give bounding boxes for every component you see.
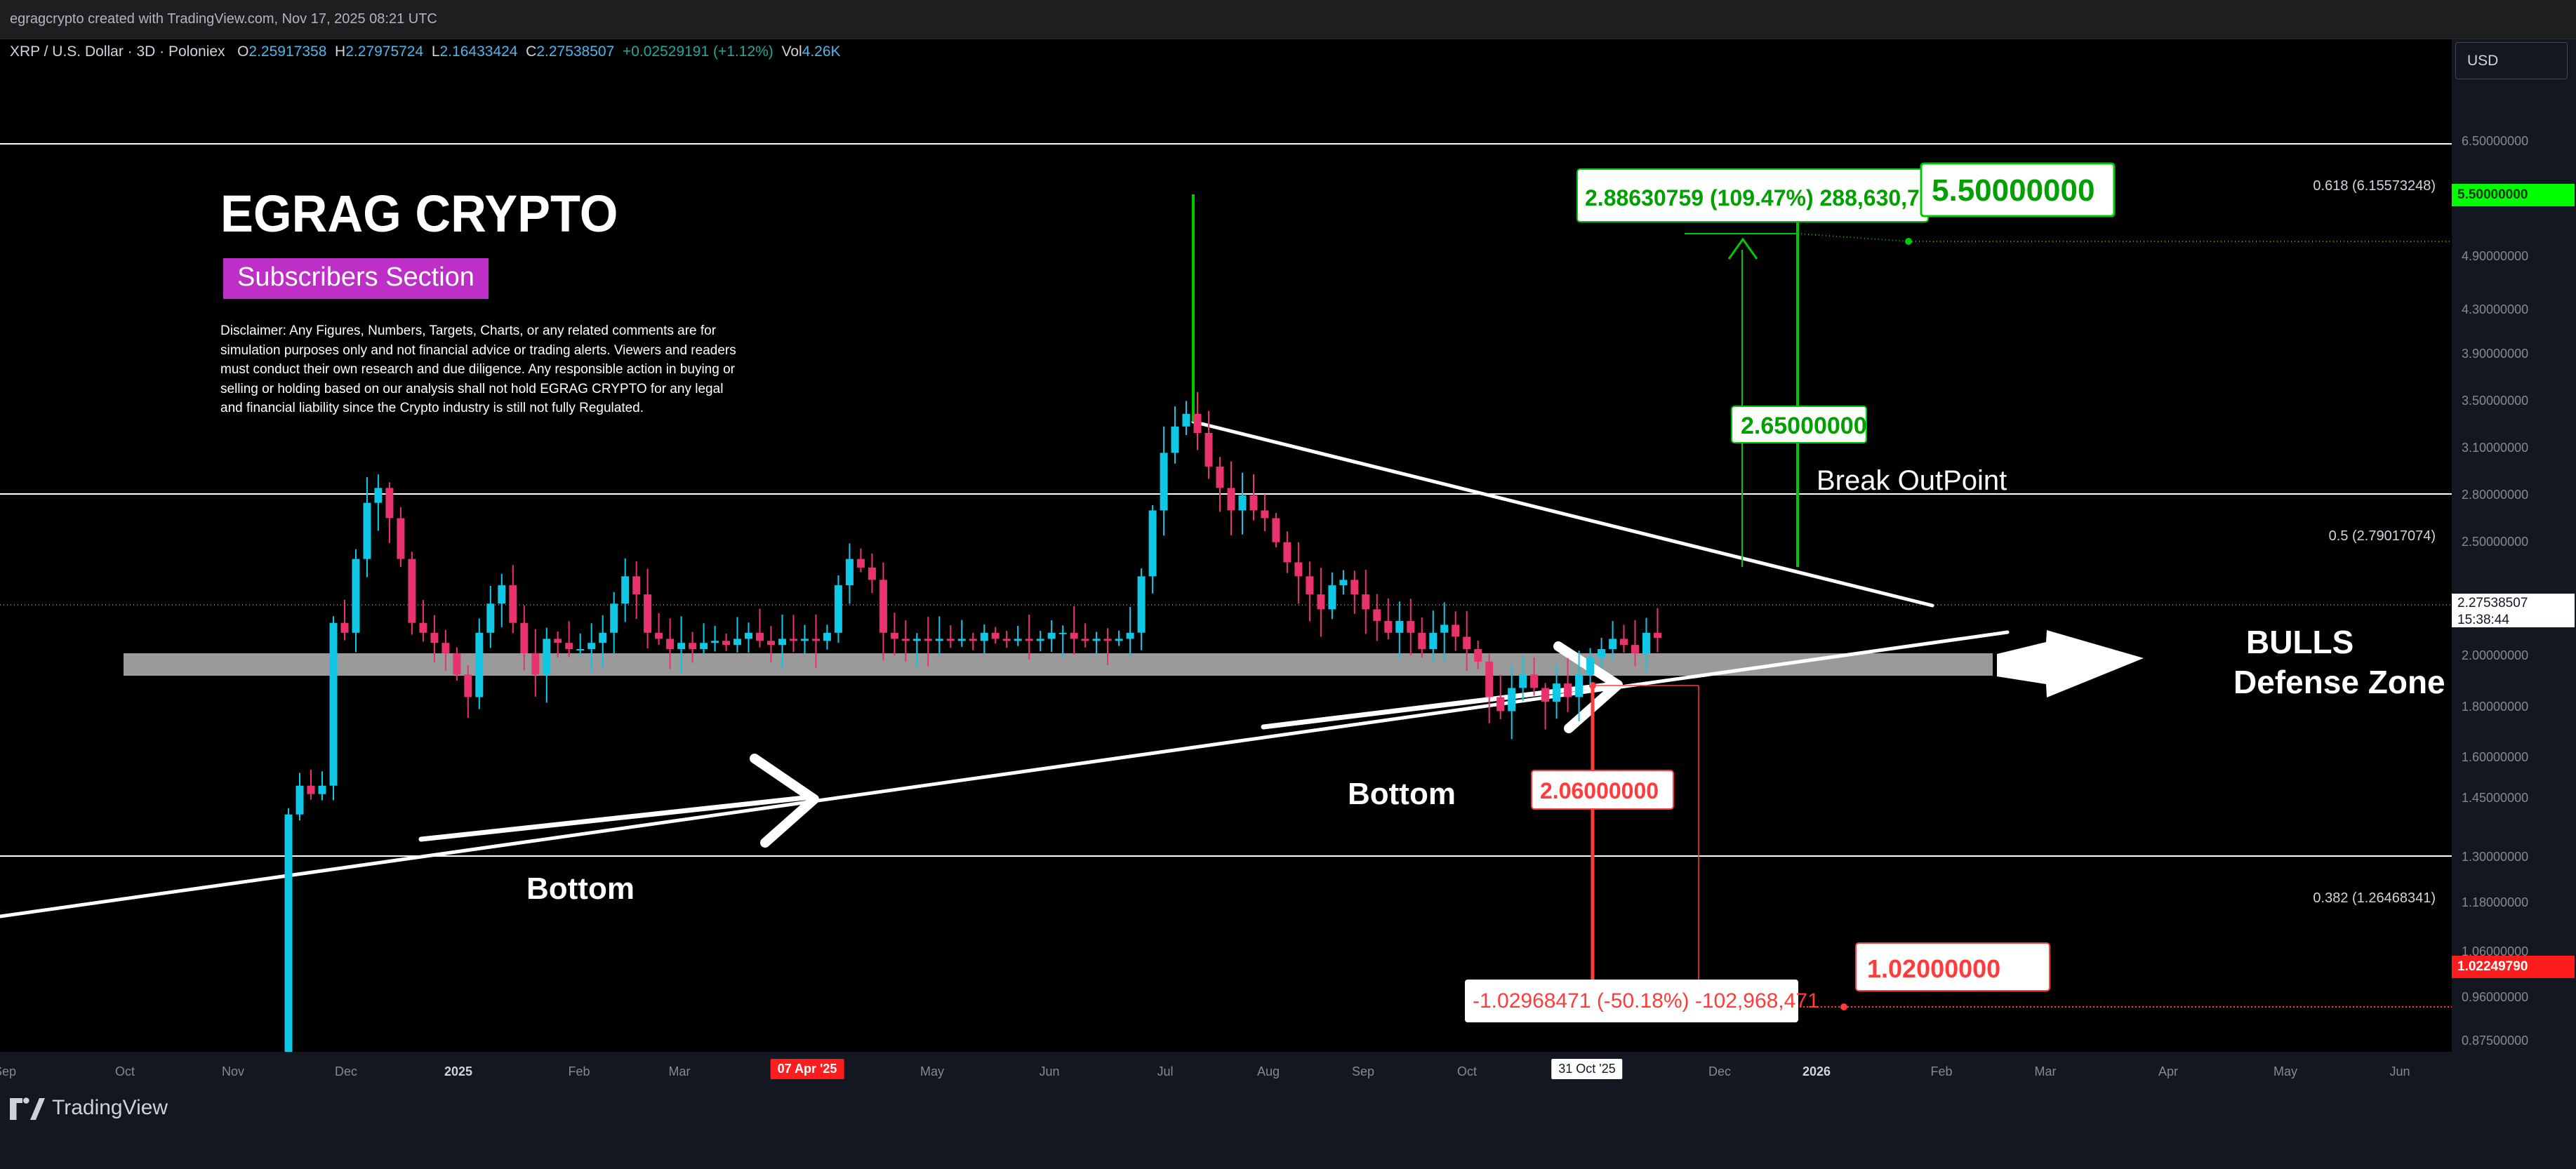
svg-text:0.618 (6.15573248): 0.618 (6.15573248) (2313, 178, 2436, 194)
svg-text:BULLS: BULLS (2246, 624, 2353, 660)
svg-text:Break OutPoint: Break OutPoint (1817, 465, 2007, 496)
svg-text:0.5 (2.79017074): 0.5 (2.79017074) (2329, 528, 2436, 544)
svg-text:0.382 (1.26468341): 0.382 (1.26468341) (2313, 890, 2436, 906)
svg-text:2.06000000: 2.06000000 (1540, 778, 1659, 803)
svg-text:-1.02968471 (-50.18%) -102,968: -1.02968471 (-50.18%) -102,968,471 (1473, 989, 1819, 1013)
svg-text:Bottom: Bottom (1348, 777, 1456, 811)
svg-text:Bottom: Bottom (526, 871, 635, 906)
svg-text:5.50000000: 5.50000000 (1932, 173, 2094, 208)
svg-text:1.02000000: 1.02000000 (1867, 954, 2000, 983)
svg-text:2.88630759 (109.47%) 288,630,7: 2.88630759 (109.47%) 288,630,759 (1585, 185, 1944, 211)
svg-text:Defense Zone: Defense Zone (2233, 664, 2445, 700)
svg-text:2.65000000: 2.65000000 (1741, 413, 1867, 439)
